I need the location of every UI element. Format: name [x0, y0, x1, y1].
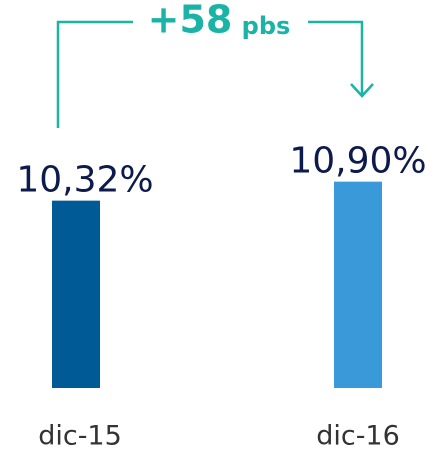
annotation-suffix: pbs [242, 12, 291, 40]
annotation-text: +58 [148, 0, 233, 42]
annotation-bracket [56, 20, 374, 128]
x-tick-label: dic-15 [38, 421, 122, 452]
bracket-right [308, 20, 364, 96]
value-label: 10,32% [16, 160, 153, 201]
bar [334, 181, 382, 388]
bracket-left [56, 20, 133, 128]
x-tick-label: dic-16 [316, 421, 400, 452]
bracket-arrow [350, 83, 374, 98]
value-label: 10,90% [289, 141, 426, 182]
bar [52, 200, 100, 388]
